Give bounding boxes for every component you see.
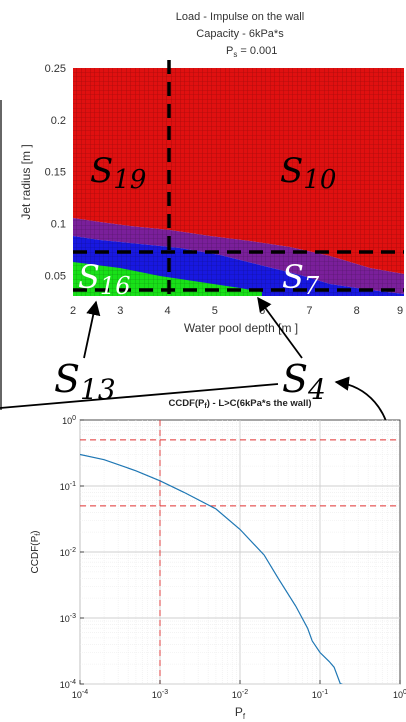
heatmap-x-tick-3: 3	[117, 305, 123, 317]
heatmap-cell-grid	[73, 68, 404, 296]
ccdf-y-tick--1: 10-1	[60, 481, 76, 492]
ccdf-y-tick-0: 100	[62, 415, 76, 426]
ccdf-y-tick--4: 10-4	[60, 679, 76, 690]
heatmap-chart: Load - Impulse on the wall Capacity - 6k…	[19, 11, 404, 406]
heatmap-x-label: Water pool depth [m ]	[184, 321, 298, 335]
heatmap-y-tick-0.25: 0.25	[45, 63, 66, 75]
heatmap-y-tick-0.1: 0.1	[51, 218, 66, 230]
ccdf-y-label: CCDF(Pf)	[30, 530, 42, 573]
heatmap-y-label: Jet radius [m ]	[19, 144, 33, 219]
heatmap-x-tick-5: 5	[212, 305, 218, 317]
heatmap-x-tick-7: 7	[306, 305, 312, 317]
heatmap-title-line-1: Load - Impulse on the wall	[176, 11, 304, 23]
heatmap-y-tick-0.2: 0.2	[51, 115, 66, 127]
ccdf-x-tick--4: 10-4	[72, 689, 88, 700]
region-label-s19: S19	[90, 151, 146, 195]
heatmap-x-tick-8: 8	[354, 305, 360, 317]
ccdf-y-ticks: 10-4 10-3 10-2 10-1 100	[60, 415, 84, 690]
region-label-s10: S10	[280, 151, 336, 195]
ccdf-x-label: Pf	[235, 705, 246, 721]
heatmap-title-line-2: Capacity - 6kPa*s	[196, 28, 284, 40]
ccdf-x-tick-0: 100	[393, 689, 406, 700]
heatmap-y-ticks: 0.05 0.1 0.15 0.2 0.25	[45, 63, 66, 282]
heatmap-x-tick-2: 2	[70, 305, 76, 317]
ccdf-title: CCDF(Pf) - L>C(6kPa*s the wall)	[168, 398, 311, 410]
heatmap-regions	[73, 68, 404, 296]
ccdf-chart: CCDF(Pf) - L>C(6kPa*s the wall) 10-4 10-3…	[30, 398, 406, 721]
ccdf-reference-lines	[80, 420, 400, 684]
ccdf-x-tick--1: 10-1	[312, 689, 328, 700]
heatmap-x-tick-9: 9	[397, 305, 403, 317]
ccdf-x-tick--2: 10-2	[232, 689, 248, 700]
heatmap-y-tick-0.05: 0.05	[45, 270, 66, 282]
ccdf-y-tick--3: 10-3	[60, 613, 76, 624]
heatmap-x-tick-4: 4	[165, 305, 171, 317]
ccdf-x-ticks: 10-4 10-3 10-2 10-1 100	[72, 680, 406, 700]
heatmap-title-line-3: Ps = 0.001	[226, 45, 277, 59]
curve-left-to-s4	[0, 383, 279, 409]
arrow-s4-to-boundary	[257, 296, 303, 359]
region-label-s13: S13	[54, 357, 116, 406]
region-label-s7: S7	[282, 258, 320, 300]
arrow-s13-to-green	[83, 300, 101, 359]
ccdf-y-tick--2: 10-2	[60, 547, 76, 558]
region-label-s16: S16	[78, 258, 130, 300]
ccdf-x-tick--3: 10-3	[152, 689, 168, 700]
ccdf-series-line	[80, 453, 343, 684]
heatmap-y-tick-0.15: 0.15	[45, 167, 66, 179]
region-label-s4: S4	[282, 357, 326, 406]
